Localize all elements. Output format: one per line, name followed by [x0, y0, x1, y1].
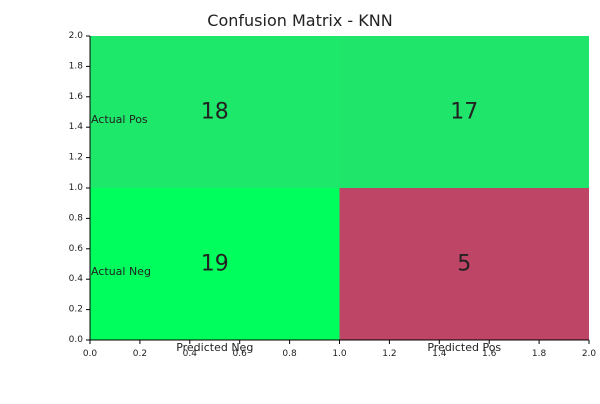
cell-value-label: 5: [457, 252, 471, 277]
y-tick-label: 1.6: [69, 92, 84, 102]
y-tick-label: 0.2: [69, 305, 83, 315]
annotation-label: Actual Pos: [91, 113, 148, 126]
cell-value-label: 18: [201, 100, 229, 125]
x-tick-label: 0.6: [233, 349, 248, 359]
x-tick-label: 0.0: [83, 349, 98, 359]
y-tick-label: 1.0: [69, 183, 84, 193]
annotation-label: Predicted Pos: [427, 341, 501, 354]
y-tick-label: 0.0: [69, 335, 84, 345]
x-tick-label: 1.8: [532, 349, 547, 359]
heatmap-cell-0: [90, 36, 340, 188]
cell-value-label: 19: [201, 252, 229, 277]
x-tick-label: 1.6: [482, 349, 497, 359]
y-tick-label: 1.8: [69, 61, 84, 71]
y-tick-label: 0.8: [69, 213, 84, 223]
x-tick-label: 0.4: [183, 349, 198, 359]
heatmap-cell-3: [339, 188, 589, 340]
y-tick-label: 1.2: [69, 153, 83, 163]
heatmap-cell-2: [90, 188, 340, 340]
y-tick-label: 1.4: [69, 122, 84, 132]
heatmap-cell-1: [339, 36, 589, 188]
x-tick-label: 1.0: [332, 349, 347, 359]
y-tick-label: 2.0: [69, 31, 84, 41]
annotation-label: Predicted Neg: [176, 341, 253, 354]
y-tick-label: 0.4: [69, 274, 84, 284]
x-tick-label: 0.8: [282, 349, 297, 359]
cell-value-label: 17: [450, 100, 478, 125]
x-tick-label: 1.2: [382, 349, 396, 359]
chart-title: Confusion Matrix - KNN: [207, 11, 393, 30]
y-tick-label: 0.6: [69, 244, 84, 254]
x-tick-label: 0.2: [133, 349, 147, 359]
x-tick-label: 1.4: [432, 349, 447, 359]
x-tick-label: 2.0: [582, 349, 597, 359]
annotation-label: Actual Neg: [91, 265, 151, 278]
